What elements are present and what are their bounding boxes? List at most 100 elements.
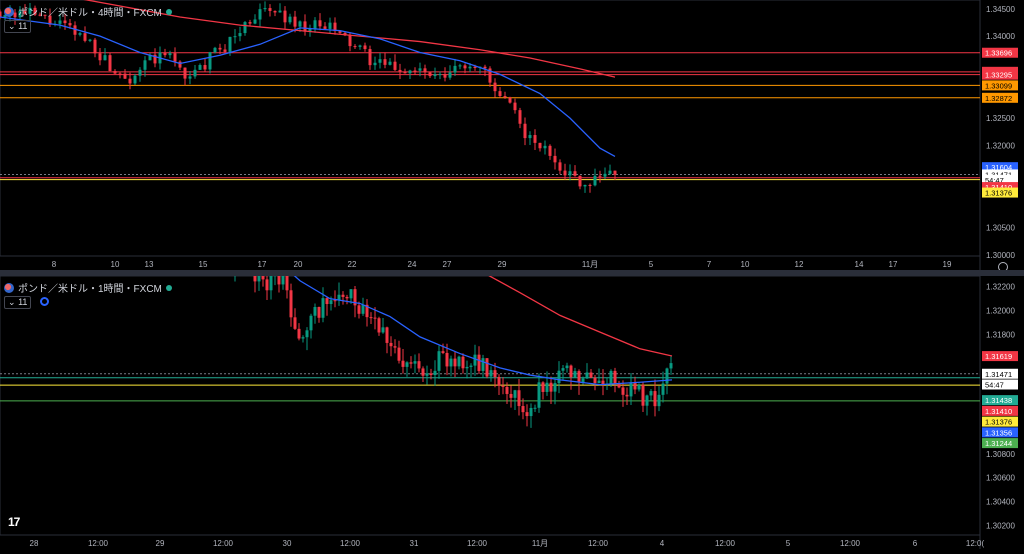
candle-body <box>449 358 453 367</box>
market-open-icon <box>165 8 172 15</box>
candle-body <box>453 358 457 367</box>
candle-body <box>297 328 301 339</box>
candle-body <box>425 373 429 376</box>
candle-body <box>293 16 297 27</box>
candle-body <box>429 373 433 376</box>
chart-pane-1h[interactable]: 1.32200 1.32000 1.31800 1.30800 1.30600 1.304… <box>0 251 1024 549</box>
candle-body <box>448 72 452 78</box>
candle-body <box>573 371 577 378</box>
candle-body <box>597 380 601 383</box>
x-tick-label: 12:00 <box>840 539 861 548</box>
chevron-down-icon: ⌄ <box>8 21 16 31</box>
candle-body <box>93 39 97 54</box>
candle-body <box>613 370 617 385</box>
candle-body <box>349 289 353 299</box>
candle-body <box>258 9 262 20</box>
price-badge <box>982 162 1018 173</box>
candle-body <box>269 274 273 291</box>
price-badge <box>982 80 1018 91</box>
candle-body <box>48 15 52 25</box>
x-tick-label: 12:00 <box>715 539 736 548</box>
candle-body <box>33 7 37 15</box>
x-tick-label: 10 <box>111 260 120 269</box>
price-badge-label: 1.31471 <box>985 370 1012 379</box>
candle-body <box>133 75 137 84</box>
price-badge-label: 1.33696 <box>985 49 1012 58</box>
candle-body <box>538 142 542 149</box>
candle-body <box>553 155 557 163</box>
candle-body <box>483 66 487 69</box>
candle-body <box>578 175 582 187</box>
candle-body <box>641 384 645 406</box>
candle-body <box>38 14 42 16</box>
x-tick-label: 5 <box>649 260 654 269</box>
x-tick-label: 29 <box>156 539 165 548</box>
price-badge <box>982 427 1018 438</box>
y-tick-label: 1.30400 <box>986 498 1015 507</box>
candle-body <box>593 175 597 186</box>
candle-body <box>537 382 541 408</box>
x-tick-label: 20 <box>294 260 303 269</box>
candle-body <box>265 279 269 291</box>
chart-pane-4h[interactable]: 1.34500 1.34000 1.32500 1.32000 1.30500 1.300… <box>0 0 1024 272</box>
candle-body <box>203 65 207 70</box>
candle-body <box>653 391 657 407</box>
candle-body <box>405 362 409 367</box>
candle-body <box>453 65 457 73</box>
candle-body <box>305 330 309 338</box>
candle-body <box>353 46 357 48</box>
x-tick-label: 31 <box>410 539 419 548</box>
candle-body <box>289 290 293 318</box>
candle-body <box>183 67 187 79</box>
candle-body <box>108 55 112 72</box>
candle-body <box>309 315 313 331</box>
chart-1h-svg[interactable]: 1.32200 1.32000 1.31800 1.30800 1.30600 1.304… <box>0 251 1024 549</box>
chart-4h-svg[interactable]: 1.34500 1.34000 1.32500 1.32000 1.30500 1.300… <box>0 0 1024 270</box>
candle-body <box>198 65 202 70</box>
candle-body <box>333 300 337 302</box>
indicators-toggle-1h[interactable]: ⌄ 11 <box>4 296 32 309</box>
candle-body <box>433 370 437 376</box>
candle-body <box>253 19 257 24</box>
candle-body <box>113 71 117 74</box>
candle-body <box>509 393 513 398</box>
candle-body <box>43 14 47 16</box>
candle-body <box>443 74 447 78</box>
candle-body <box>393 61 397 70</box>
candle-body <box>98 53 102 61</box>
candle-body <box>153 54 157 64</box>
price-badge <box>982 351 1018 362</box>
candle-body <box>669 363 673 369</box>
candle-body <box>118 73 122 75</box>
candle-body <box>588 184 592 186</box>
candle-body <box>645 395 649 406</box>
candle-body <box>173 53 177 62</box>
candle-body <box>569 365 573 378</box>
candle-body <box>417 361 421 369</box>
chart-title-1h: ポンド／米ドル・1時間・FXCM <box>18 284 162 295</box>
indicators-toggle-4h[interactable]: ⌄ 11 <box>4 20 32 33</box>
candle-body <box>565 365 569 369</box>
candle-body <box>18 10 22 18</box>
x-tick-label: 17 <box>258 260 267 269</box>
moving-average-blue <box>279 262 673 386</box>
candle-body <box>461 356 465 369</box>
candle-body <box>523 123 527 139</box>
candle-body <box>128 78 132 84</box>
candle-body <box>341 294 345 297</box>
candle-body <box>469 365 473 367</box>
pane-separator[interactable] <box>0 270 1024 276</box>
x-tick-label: 12:00 <box>467 539 488 548</box>
candle-body <box>573 171 577 176</box>
price-badge-label: 54:47 <box>985 380 1004 389</box>
x-tick-label: 13 <box>145 260 154 269</box>
candle-body <box>661 383 665 395</box>
x-tick-label: 15 <box>199 260 208 269</box>
y-tick-label: 1.31800 <box>986 330 1015 339</box>
candle-body <box>525 412 529 417</box>
y-tick-label: 1.30200 <box>986 521 1015 530</box>
candle-body <box>401 360 405 367</box>
candle-body <box>637 384 641 390</box>
indicator-count-1h: 11 <box>18 297 28 307</box>
y-tick-label: 1.32200 <box>986 283 1015 292</box>
